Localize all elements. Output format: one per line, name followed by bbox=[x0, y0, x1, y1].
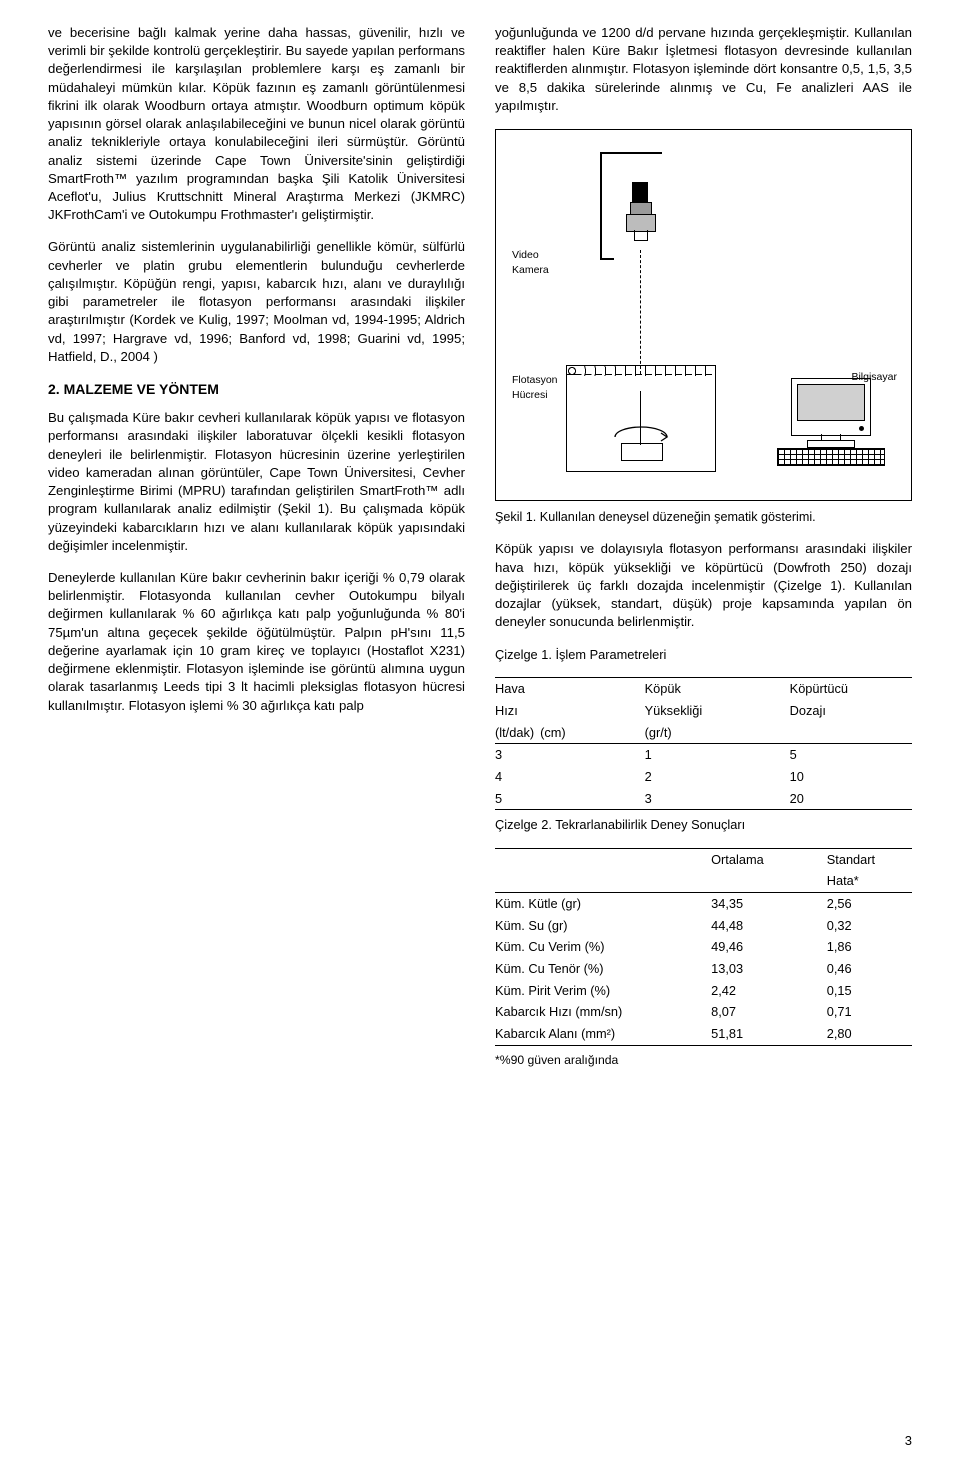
td: Küm. Su (gr) bbox=[495, 915, 687, 937]
left-column: ve becerisine bağlı kalmak yerine daha h… bbox=[48, 24, 465, 1083]
td: 0,15 bbox=[803, 980, 912, 1002]
td: 49,46 bbox=[687, 936, 803, 958]
th: (lt/dak)(cm) bbox=[495, 722, 621, 744]
table1-body: 31542105320 bbox=[495, 744, 912, 810]
table2-body: Küm. Kütle (gr)34,352,56 Küm. Su (gr)44,4… bbox=[495, 893, 912, 1046]
th: Hava bbox=[495, 678, 621, 700]
td: 8,07 bbox=[687, 1001, 803, 1023]
th: Köpük bbox=[621, 678, 766, 700]
para: Görüntü analiz sistemlerinin uygulanabil… bbox=[48, 238, 465, 366]
section-heading: 2. MALZEME VE YÖNTEM bbox=[48, 380, 465, 399]
td: 2,56 bbox=[803, 893, 912, 915]
th: Hızı bbox=[495, 700, 621, 722]
flotation-cell-icon bbox=[566, 374, 716, 472]
camera-arm bbox=[602, 152, 662, 154]
th: Standart bbox=[803, 848, 912, 870]
th: Hata* bbox=[803, 870, 912, 892]
table2-footnote: *%90 güven aralığında bbox=[495, 1052, 912, 1069]
td: 2 bbox=[621, 766, 766, 788]
camera-label: Video Kamera bbox=[512, 248, 549, 277]
para: Bu çalışmada Küre bakır cevheri kullanıl… bbox=[48, 409, 465, 555]
td: 13,03 bbox=[687, 958, 803, 980]
camera-sight-line bbox=[640, 250, 641, 374]
td: 0,46 bbox=[803, 958, 912, 980]
td: 10 bbox=[766, 766, 912, 788]
td: 1,86 bbox=[803, 936, 912, 958]
th: Köpürtücü bbox=[766, 678, 912, 700]
para: yoğunluğunda ve 1200 d/d pervane hızında… bbox=[495, 24, 912, 115]
para: ve becerisine bağlı kalmak yerine daha h… bbox=[48, 24, 465, 224]
camera-hook bbox=[600, 258, 614, 260]
td: Kabarcık Alanı (mm²) bbox=[495, 1023, 687, 1045]
td: 5 bbox=[495, 788, 621, 810]
td: Küm. Pirit Verim (%) bbox=[495, 980, 687, 1002]
camera-icon bbox=[624, 182, 656, 238]
computer-icon bbox=[767, 378, 893, 468]
td: 5 bbox=[766, 744, 912, 766]
th: (gr/t) bbox=[621, 722, 766, 744]
td: Kabarcık Hızı (mm/sn) bbox=[495, 1001, 687, 1023]
figure-caption: Şekil 1. Kullanılan deneysel düzeneğin ş… bbox=[495, 509, 912, 526]
td: Küm. Cu Tenör (%) bbox=[495, 958, 687, 980]
page-number: 3 bbox=[905, 1432, 912, 1450]
table2-title: Çizelge 2. Tekrarlanabilirlik Deney Sonu… bbox=[495, 816, 912, 834]
th bbox=[495, 848, 687, 870]
td: 4 bbox=[495, 766, 621, 788]
th: Ortalama bbox=[687, 848, 803, 870]
td: Küm. Kütle (gr) bbox=[495, 893, 687, 915]
right-column: yoğunluğunda ve 1200 d/d pervane hızında… bbox=[495, 24, 912, 1083]
td: 44,48 bbox=[687, 915, 803, 937]
figure-1: Video Kamera Flotasyon Hücresi bbox=[495, 129, 912, 501]
td: 51,81 bbox=[687, 1023, 803, 1045]
th: Yüksekliği bbox=[621, 700, 766, 722]
td: 0,71 bbox=[803, 1001, 912, 1023]
table-2: Ortalama Standart Hata* Küm. Kütle (gr)3… bbox=[495, 848, 912, 1046]
para: Deneylerde kullanılan Küre bakır cevheri… bbox=[48, 569, 465, 715]
td: 0,32 bbox=[803, 915, 912, 937]
td: Küm. Cu Verim (%) bbox=[495, 936, 687, 958]
td: 3 bbox=[621, 788, 766, 810]
td: 34,35 bbox=[687, 893, 803, 915]
cell-label: Flotasyon Hücresi bbox=[512, 373, 558, 402]
td: 1 bbox=[621, 744, 766, 766]
para: Köpük yapısı ve dolayısıyla flotasyon pe… bbox=[495, 540, 912, 631]
td: 2,80 bbox=[803, 1023, 912, 1045]
th: Dozajı bbox=[766, 700, 912, 722]
td: 3 bbox=[495, 744, 621, 766]
td: 20 bbox=[766, 788, 912, 810]
table1-title: Çizelge 1. İşlem Parametreleri bbox=[495, 646, 912, 664]
table-1: Hava Köpük Köpürtücü Hızı Yüksekliği Doz… bbox=[495, 677, 912, 810]
td: 2,42 bbox=[687, 980, 803, 1002]
camera-stand bbox=[600, 152, 602, 260]
